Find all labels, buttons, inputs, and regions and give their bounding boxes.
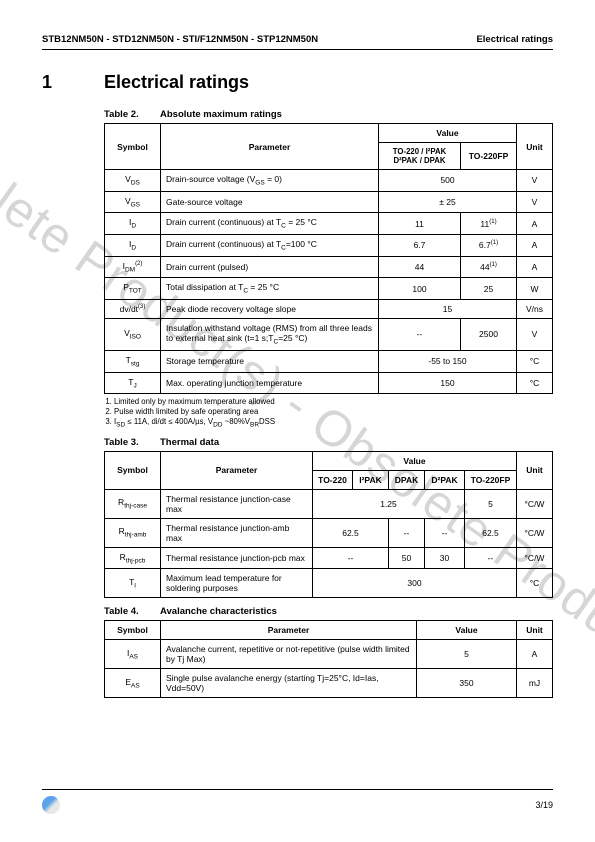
table2: SymbolParameterValueUnitTO-220 / I²PAK D…	[104, 123, 553, 394]
section-heading: 1Electrical ratings	[42, 72, 553, 93]
table4-title: Avalanche characteristics	[160, 606, 277, 617]
footnotes: Limited only by maximum temperature allo…	[114, 397, 553, 429]
page-footer: 3/19	[42, 789, 553, 814]
table3-title: Thermal data	[160, 437, 219, 448]
header-left: STB12NM50N - STD12NM50N - STI/F12NM50N -…	[42, 34, 318, 45]
st-logo	[42, 796, 62, 814]
table3-caption: Table 3.Thermal data	[104, 437, 553, 448]
page-header: STB12NM50N - STD12NM50N - STI/F12NM50N -…	[42, 34, 553, 50]
table2-title: Absolute maximum ratings	[160, 109, 282, 120]
table2-num: Table 2.	[104, 109, 160, 120]
table4: SymbolParameterValueUnitIASAvalanche cur…	[104, 620, 553, 698]
logo-icon	[42, 796, 60, 814]
table4-num: Table 4.	[104, 606, 160, 617]
header-right: Electrical ratings	[476, 34, 553, 45]
table2-caption: Table 2.Absolute maximum ratings	[104, 109, 553, 120]
section-number: 1	[42, 72, 104, 93]
table3: SymbolParameterValueUnitTO-220I²PAKDPAKD…	[104, 451, 553, 599]
table3-num: Table 3.	[104, 437, 160, 448]
page-number: 3/19	[535, 800, 553, 810]
table4-caption: Table 4.Avalanche characteristics	[104, 606, 553, 617]
section-title: Electrical ratings	[104, 72, 249, 92]
